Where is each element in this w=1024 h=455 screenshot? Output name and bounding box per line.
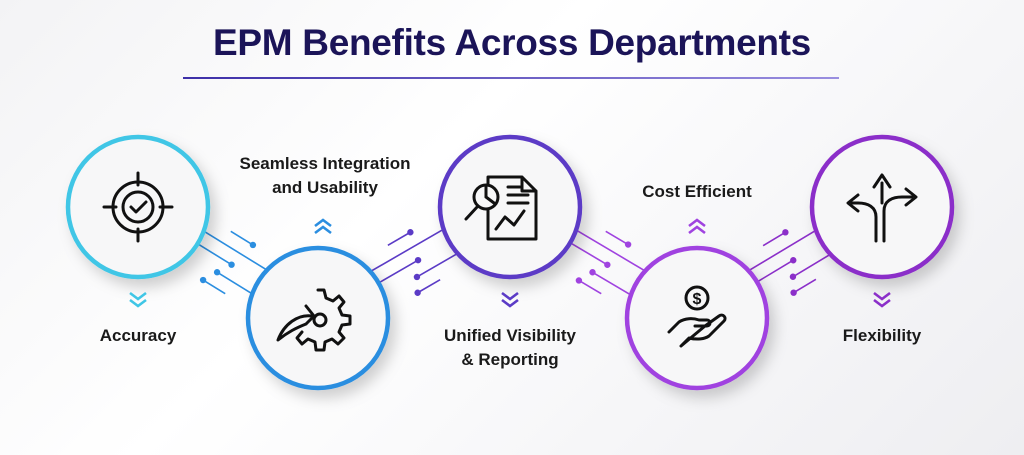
connector-line: [793, 278, 817, 294]
chevron-stroke: [314, 218, 332, 228]
connector-dot: [199, 276, 207, 284]
connector-dot: [790, 257, 797, 264]
connector-line: [230, 230, 254, 246]
step-circle: [809, 134, 955, 280]
label-cost-efficient: Cost Efficient: [642, 182, 752, 201]
gear-arrow-icon: [276, 288, 352, 352]
connector-dot: [249, 241, 257, 249]
connector-line: [216, 271, 257, 298]
report-analytics-icon: [464, 175, 538, 241]
connector-line: [744, 227, 821, 274]
chevron-stroke: [873, 298, 891, 308]
chevron-down-icon: [501, 291, 519, 308]
chevron-stroke: [129, 298, 147, 308]
chevron-stroke: [688, 218, 706, 228]
connector-dot: [414, 256, 422, 264]
chevron-stroke: [688, 225, 706, 235]
label-line: Seamless Integration: [239, 154, 411, 173]
connector-dot: [624, 241, 632, 248]
label-line: Unified Visibility: [444, 326, 576, 345]
chevron-stroke: [873, 291, 891, 301]
page-title: EPM Benefits Across Departments: [213, 22, 811, 63]
connector-dot: [213, 269, 221, 276]
connector-lines: [365, 226, 463, 296]
split-arrows-icon: [846, 173, 918, 243]
connector-dot: [414, 289, 421, 296]
step-circle: [437, 134, 583, 280]
target-check-icon: [102, 171, 174, 243]
connector-line: [605, 230, 629, 246]
connector-line: [373, 259, 419, 287]
chevron-stroke: [501, 298, 519, 308]
label-seamless-integration: Seamless Integration and Usability: [215, 152, 435, 200]
connector-dot: [604, 261, 611, 268]
connector-dot: [782, 229, 789, 236]
svg-text:$: $: [693, 291, 702, 308]
connector-line: [416, 250, 463, 278]
step-circle: [245, 245, 391, 391]
chevron-up-icon: [314, 218, 332, 235]
connector-dot: [790, 289, 797, 296]
chevron-stroke: [314, 225, 332, 235]
connector-line: [592, 271, 636, 299]
connector-line: [571, 226, 650, 274]
connector-line: [792, 251, 835, 278]
connector-dot: [413, 273, 421, 281]
connector-line: [417, 279, 441, 294]
connector-line: [199, 227, 272, 274]
title-underline: [183, 77, 839, 79]
label-line: and Usability: [272, 178, 378, 197]
label-flexibility: Flexibility: [842, 326, 922, 345]
connector-dot: [589, 269, 596, 276]
connector-lines: [564, 226, 650, 299]
label-unified-visibility: Unified Visibility & Reporting: [400, 324, 620, 372]
label-accuracy: Accuracy: [99, 326, 177, 345]
chevron-up-icon: [688, 218, 706, 235]
chevron-down-icon: [873, 291, 891, 308]
connector-dot: [407, 229, 414, 236]
step-circle-ring: [809, 134, 955, 280]
chevron-stroke: [501, 291, 519, 301]
connector-dot: [789, 273, 797, 280]
connector-line: [202, 279, 226, 295]
step-circle-ring: [437, 134, 583, 280]
step-circle-ring: [245, 245, 391, 391]
connector-dot: [228, 261, 235, 268]
hand-coin-icon: $: [667, 285, 727, 348]
step-circle-ring: [65, 134, 211, 280]
connector-line: [387, 231, 411, 246]
connector-dot: [575, 277, 583, 284]
chevron-down-icon: [129, 291, 147, 308]
step-circle: [65, 134, 211, 280]
connector-line: [578, 279, 602, 295]
connector-line: [762, 231, 786, 247]
connector-line: [365, 226, 448, 275]
label-line: & Reporting: [461, 350, 559, 369]
chevron-stroke: [129, 291, 147, 301]
